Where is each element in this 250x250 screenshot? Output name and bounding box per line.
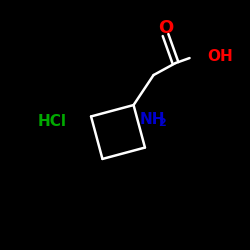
Text: OH: OH <box>208 48 233 64</box>
Text: NH: NH <box>140 112 165 126</box>
Text: O: O <box>158 19 173 37</box>
Text: HCl: HCl <box>38 114 66 130</box>
Text: 2: 2 <box>158 118 166 128</box>
